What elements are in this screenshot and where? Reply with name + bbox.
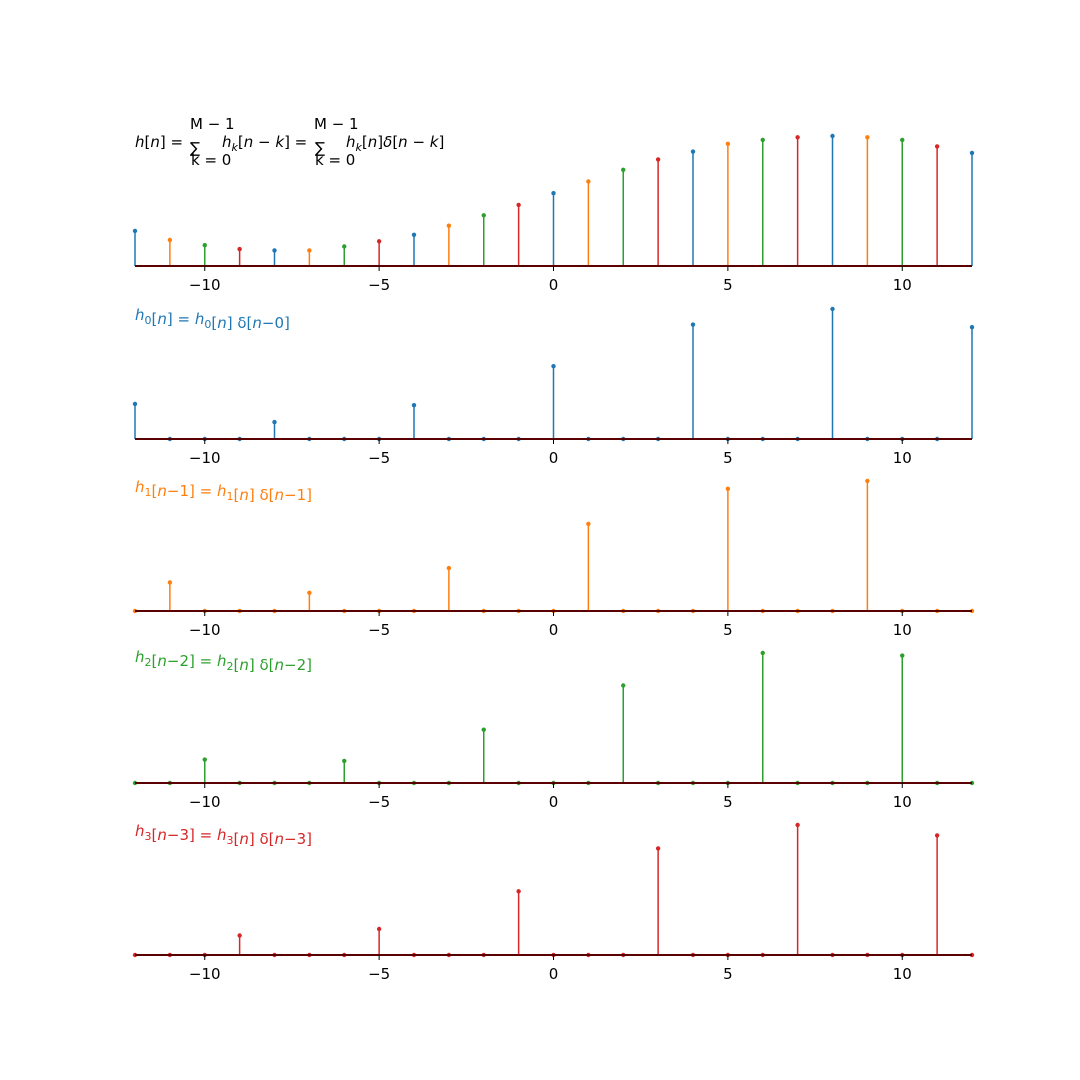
stem-marker-0-24 [969,150,975,156]
panel-title-3: h2[n−2] = h2[n] δ[n−2] [135,648,312,674]
xtick-label-2-0: −10 [189,621,221,639]
stem-panel-2: h1[n−1] = h1[n] δ[n−1] −10 −5 0 5 10 [132,478,975,639]
stem-marker-0-19 [795,135,800,140]
xtick-label-4-1: −5 [368,965,390,983]
stem-panel-0: h[n] = ∑M − 1k = 0hk[n − k] = ∑M − 1k = … [132,115,975,294]
xtick-label-2-1: −5 [368,621,390,639]
stem-marker-0-7 [376,239,382,244]
stem-marker-1-20 [830,306,835,312]
xtick-label-1-4: 10 [893,449,912,467]
stem-marker-0-16 [690,149,696,154]
stem-marker-0-14 [621,167,626,172]
stem-marker-3-18 [760,650,765,656]
stem-marker-1-24 [969,325,975,330]
panel-title-1: h0[n] = h0[n] δ[n−0] [135,306,290,332]
stem-marker-0-9 [446,223,452,228]
stem-marker-1-8 [411,403,417,408]
stem-marker-1-0 [132,401,138,407]
sum-lower-limit: k = 0 [191,151,231,169]
stem-marker-4-11 [516,889,521,894]
stem-marker-0-20 [830,133,835,139]
stem-marker-0-1 [167,237,173,243]
stem-marker-1-16 [690,322,696,327]
stem-marker-4-19 [795,822,800,828]
xtick-label-4-2: 0 [549,965,559,983]
stem-marker-2-1 [167,580,173,585]
stem-marker-0-8 [411,232,417,237]
stem-marker-2-21 [865,478,870,484]
stem-marker-0-23 [934,144,940,149]
stem-marker-0-18 [760,137,765,143]
stem-marker-4-23 [934,833,940,838]
stem-marker-4-3 [237,933,242,938]
stem-marker-0-11 [516,202,521,208]
stem-marker-2-9 [446,565,452,571]
sum-symbol-2: ∑ [315,139,325,157]
xtick-label-1-0: −10 [189,449,221,467]
xtick-label-4-0: −10 [189,965,221,983]
stem-marker-1-12 [551,364,556,369]
stem-marker-2-5 [307,590,312,595]
xtick-label-2-4: 10 [893,621,912,639]
xtick-label-0-0: −10 [189,276,221,294]
stem-panel-1: h0[n] = h0[n] δ[n−0] −10 −5 0 5 10 [132,306,975,467]
stem-marker-0-22 [900,137,905,143]
xtick-label-3-0: −10 [189,793,221,811]
xtick-label-4-3: 5 [723,965,733,983]
stem-marker-0-13 [586,179,591,184]
xtick-label-1-2: 0 [549,449,559,467]
stem-marker-0-12 [551,191,556,196]
sum-symbol: ∑ [190,139,200,157]
xtick-label-0-3: 5 [723,276,733,294]
xtick-label-3-3: 5 [723,793,733,811]
xtick-label-1-1: −5 [368,449,390,467]
stem-marker-3-22 [900,653,905,658]
stem-marker-0-0 [132,228,138,234]
stem-marker-2-17 [725,486,731,491]
xtick-label-3-4: 10 [893,793,912,811]
formula-right: hk[n]δ[n − k] [346,133,444,154]
stem-marker-0-15 [655,157,661,162]
stem-marker-4-15 [655,846,661,851]
stem-marker-0-5 [307,248,312,253]
stem-marker-0-2 [202,243,207,248]
stem-marker-4-7 [376,926,382,932]
xtick-label-4-4: 10 [893,965,912,983]
panel-title-0: h[n] = [135,133,183,151]
sum-upper-limit-2: M − 1 [314,115,359,133]
stem-marker-1-4 [272,419,277,425]
stem-marker-3-6 [342,758,347,764]
xtick-label-3-1: −5 [368,793,390,811]
sum-upper-limit: M − 1 [190,115,235,133]
panel-title-4: h3[n−3] = h3[n] δ[n−3] [135,822,312,848]
stem-marker-0-4 [272,248,277,253]
stem-marker-3-2 [202,757,207,762]
xtick-label-1-3: 5 [723,449,733,467]
xtick-label-2-2: 0 [549,621,559,639]
formula-middle: hk[n − k] = [222,133,307,154]
stem-marker-3-14 [621,683,626,688]
panel-title-2: h1[n−1] = h1[n] δ[n−1] [135,478,312,504]
xtick-label-0-2: 0 [549,276,559,294]
stem-marker-3-10 [481,727,486,732]
stem-marker-0-17 [725,141,731,146]
stem-marker-0-21 [865,135,870,140]
stem-marker-0-6 [342,244,347,249]
stem-panel-3: h2[n−2] = h2[n] δ[n−2] −10 −5 0 5 10 [132,648,975,811]
xtick-label-0-4: 10 [893,276,912,294]
xtick-label-0-1: −5 [368,276,390,294]
xtick-label-3-2: 0 [549,793,559,811]
xtick-label-2-3: 5 [723,621,733,639]
stem-panel-4: h3[n−3] = h3[n] δ[n−3] −10 −5 0 5 10 [132,822,975,983]
stem-marker-2-13 [586,521,591,527]
stem-marker-0-10 [481,213,486,218]
sum-lower-limit-2: k = 0 [315,151,355,169]
stem-marker-0-3 [237,246,242,252]
